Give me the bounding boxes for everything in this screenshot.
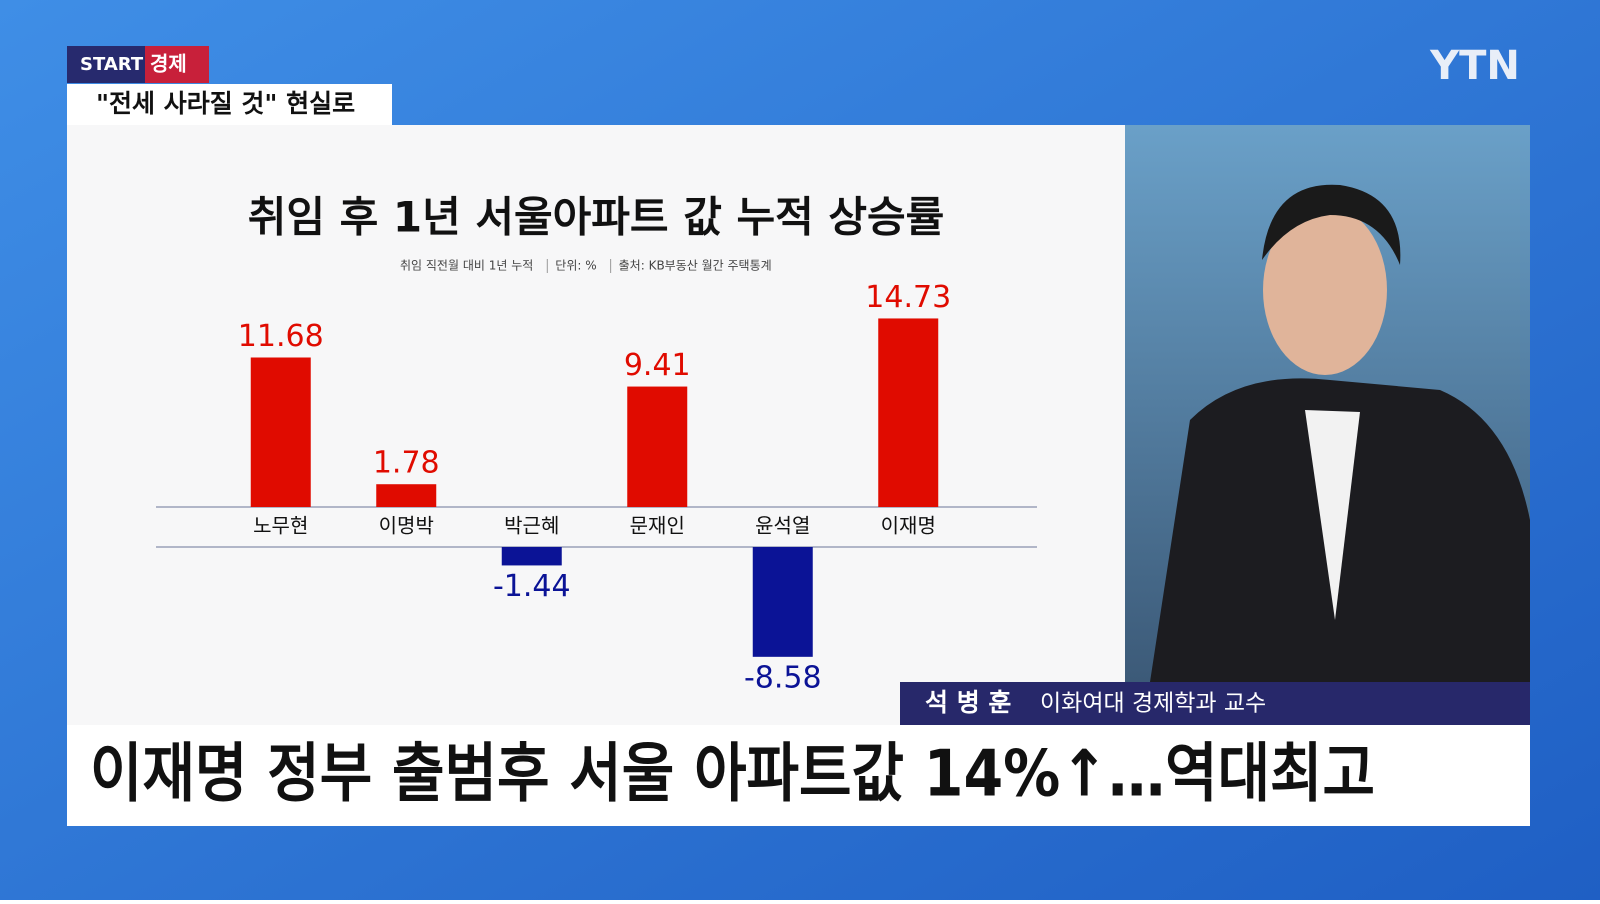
chart-note: 취임 직전월 대비 1년 누적 [400, 259, 533, 273]
category-label: 노무현 [253, 514, 308, 538]
caption-name: 석 병 훈 [925, 688, 1011, 717]
value-label: 1.78 [373, 446, 440, 481]
category-label: 이재명 [881, 514, 936, 538]
value-label: -1.44 [493, 569, 571, 604]
hair [1262, 184, 1401, 265]
tag-bg [67, 84, 392, 125]
caption-bg [900, 682, 1530, 725]
bar [752, 547, 813, 657]
badge-prefix: START [80, 54, 144, 75]
bars: 노무현 11.68 이명박 1.78 박근혜 -1.44 문재인 9.41 윤석열 -8.58 이재… [238, 280, 951, 695]
badge-label: 경제 [150, 52, 187, 76]
bar [627, 386, 688, 507]
value-label: -8.58 [744, 660, 822, 695]
headline-bg [67, 725, 1530, 826]
chart-notes: 취임 직전월 대비 1년 누적 단위: % 출처: KB부동산 월간 주택통계 [400, 259, 772, 273]
badge-accent [145, 46, 209, 83]
value-label: 9.41 [624, 348, 691, 383]
logo: YTN [1429, 43, 1520, 89]
person-head [1263, 205, 1387, 375]
chart-panel [67, 125, 1125, 725]
tag: "전세 사라질 것" 현실로 [96, 89, 355, 118]
value-label: 11.68 [238, 319, 324, 354]
value-label: 14.73 [865, 280, 951, 315]
chart-title: 취임 후 1년 서울아파트 값 누적 상승률 [248, 193, 945, 242]
chart-note: 출처: KB부동산 월간 주택통계 [619, 259, 772, 273]
bar [878, 318, 939, 507]
bar [250, 357, 311, 507]
shirt [1305, 410, 1360, 620]
category-label: 문재인 [630, 514, 685, 538]
headline: 이재명 정부 출범후 서울 아파트값 14%↑…역대최고 [90, 738, 1375, 812]
category-label: 이명박 [379, 514, 434, 538]
chart-note: 단위: % [555, 259, 596, 273]
category-label: 박근혜 [504, 514, 559, 538]
caption-role: 이화여대 경제학과 교수 [1040, 691, 1266, 717]
bar [501, 547, 562, 566]
category-label: 윤석열 [755, 514, 810, 538]
bar [376, 484, 437, 507]
